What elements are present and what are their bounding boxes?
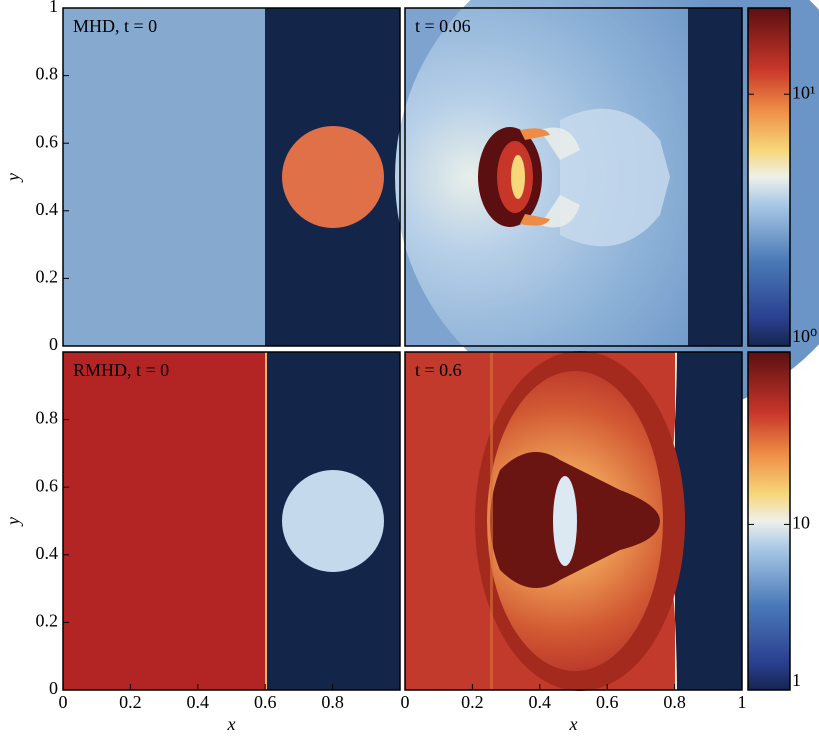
x-tick-label: 0.8: [321, 692, 344, 712]
x-tick-label: 0.8: [663, 692, 686, 712]
y-tick-label: 1: [49, 0, 58, 16]
y-tick-label: 0.4: [36, 543, 59, 563]
panel-frame: [404, 351, 743, 691]
y-tick-label: 0.2: [36, 611, 59, 631]
y-axis-label: y: [3, 173, 23, 183]
x-axis-label: x: [227, 714, 236, 734]
colorbar: [747, 7, 791, 347]
panel-label: MHD, t = 0: [73, 16, 157, 36]
y-tick-label: 0.8: [36, 408, 59, 428]
colorbar-tick-label: 10: [792, 513, 810, 533]
panel-frame: [62, 351, 401, 691]
colorbar-tick-label: 10¹: [792, 82, 815, 102]
x-tick-label: 0.4: [529, 692, 552, 712]
y-tick-label: 0: [49, 678, 58, 698]
panel-frame: [62, 7, 401, 347]
y-tick-label: 0.6: [36, 475, 59, 495]
x-tick-label: 1: [738, 692, 747, 712]
y-tick-label: 0.6: [36, 131, 59, 151]
x-tick-label: 0.4: [187, 692, 210, 712]
x-tick-label: 0.2: [119, 692, 142, 712]
y-tick-label: 0.8: [36, 64, 59, 84]
colorbar: [747, 351, 791, 691]
x-tick-label: 0: [59, 692, 68, 712]
y-tick-label: 0.4: [36, 199, 59, 219]
x-axis-label: x: [569, 714, 578, 734]
colorbar-tick-label: 10⁰: [792, 326, 817, 346]
panel-label: t = 0.6: [415, 360, 462, 380]
panel-frame: [404, 7, 743, 347]
panel-label: RMHD, t = 0: [73, 360, 169, 380]
x-tick-label: 0: [401, 692, 410, 712]
x-tick-label: 0.6: [254, 692, 277, 712]
colorbar-tick-label: 1: [792, 670, 801, 690]
y-tick-label: 0: [49, 334, 58, 354]
x-tick-label: 0.6: [596, 692, 619, 712]
panel-label: t = 0.06: [415, 16, 471, 36]
x-tick-label: 0.2: [461, 692, 484, 712]
y-tick-label: 0.2: [36, 267, 59, 287]
y-axis-label: y: [3, 517, 23, 527]
panel-images: [63, 0, 819, 691]
